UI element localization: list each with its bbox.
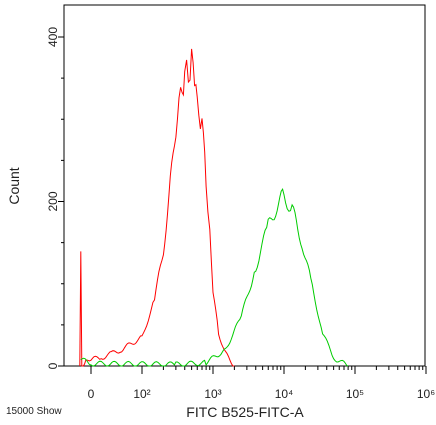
x-tick-label: 10⁴ [275,387,294,401]
ticks-layer: 0 10² 10³ 10⁴ 10⁵ 10⁶ 0 200 400 [46,27,435,401]
y-tick-label: 0 [46,362,60,369]
series-line-2 [80,188,349,367]
y-axis-label: Count [6,167,22,204]
series-line-1 [79,48,235,367]
x-tick-label: 10⁵ [346,387,364,401]
y-tick-label: 200 [46,191,60,211]
x-tick-label: 0 [88,387,95,401]
x-tick-label: 10³ [204,387,221,401]
series-layer [79,48,349,367]
x-axis-label: FITC B525-FITC-A [186,404,304,420]
x-tick-label: 10² [133,387,150,401]
footer-note: 15000 Show [6,406,62,417]
y-tick-label: 400 [46,27,60,47]
x-tick-label: 10⁶ [417,387,435,401]
plot-frame [63,4,426,367]
